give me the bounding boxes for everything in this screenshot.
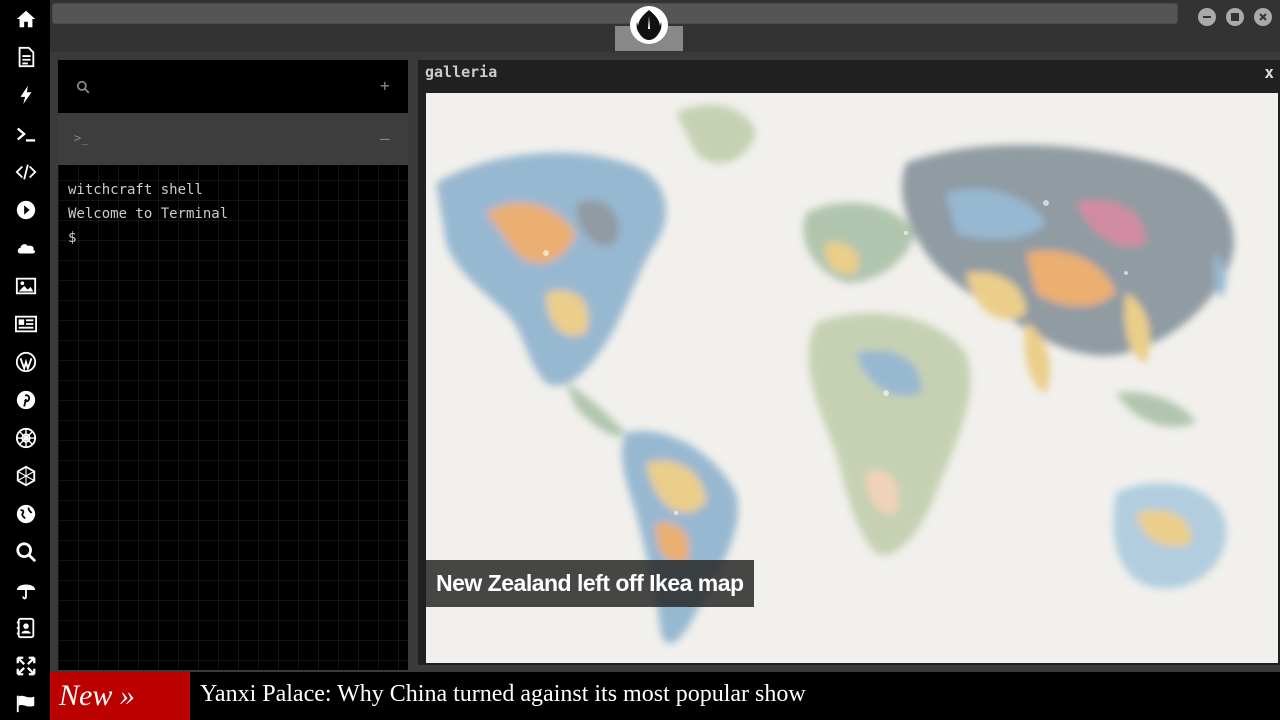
terminal-prompt: $ [68, 230, 77, 246]
gallery-window: galleria x [418, 60, 1280, 665]
image-icon[interactable] [13, 273, 39, 299]
rebel-alliance-icon[interactable] [629, 5, 669, 45]
document-icon[interactable] [13, 44, 39, 70]
ticker-headline[interactable]: Yanxi Palace: Why China turned against i… [200, 681, 806, 707]
search-icon[interactable] [13, 539, 39, 565]
code-icon[interactable] [13, 159, 39, 185]
flag-icon[interactable] [13, 690, 39, 716]
play-icon[interactable] [13, 197, 39, 223]
prompt-icon: >_ [74, 131, 89, 145]
globe-icon[interactable] [13, 501, 39, 527]
terminal-icon[interactable] [13, 121, 39, 147]
contacts-icon[interactable] [13, 615, 39, 641]
terminal-line: witchcraft shell [68, 182, 203, 198]
expand-icon[interactable] [13, 653, 39, 679]
news-icon[interactable] [13, 311, 39, 337]
terminal-output[interactable]: witchcraft shell Welcome to Terminal $ [68, 178, 228, 250]
terminal-window: + >_ – witchcraft shell Welcome to Termi… [58, 60, 408, 670]
minimize-terminal-button[interactable]: – [380, 129, 390, 148]
news-ticker: New » Yanxi Palace: Why China turned aga… [50, 672, 1280, 720]
add-terminal-button[interactable]: + [380, 76, 390, 95]
home-icon[interactable] [13, 6, 39, 32]
top-bar [50, 0, 1280, 52]
watercolor-world-map [426, 93, 1278, 663]
gallery-close-button[interactable]: x [1264, 63, 1274, 82]
hexagon-icon[interactable] [13, 463, 39, 489]
terminal-search-bar[interactable]: + [58, 60, 408, 113]
close-window-button[interactable] [1254, 8, 1272, 26]
gallery-title: galleria [425, 63, 498, 81]
wordpress-icon[interactable] [13, 349, 39, 375]
empire-icon[interactable] [13, 425, 39, 451]
address-bar[interactable] [52, 3, 1178, 24]
ticker-label[interactable]: New » [50, 672, 190, 720]
app-sidebar [0, 0, 50, 720]
cloud-icon[interactable] [13, 235, 39, 261]
gallery-caption[interactable]: New Zealand left off Ikea map [426, 560, 754, 607]
terminal-line: Welcome to Terminal [68, 206, 229, 222]
bolt-icon[interactable] [13, 82, 39, 108]
maximize-window-button[interactable] [1226, 8, 1244, 26]
gallery-image[interactable] [426, 93, 1278, 663]
pinterest-icon[interactable] [13, 387, 39, 413]
search-icon[interactable] [76, 80, 90, 94]
umbrella-icon[interactable] [13, 577, 39, 603]
minimize-window-button[interactable] [1198, 8, 1216, 26]
terminal-tab[interactable]: >_ – [58, 113, 408, 165]
